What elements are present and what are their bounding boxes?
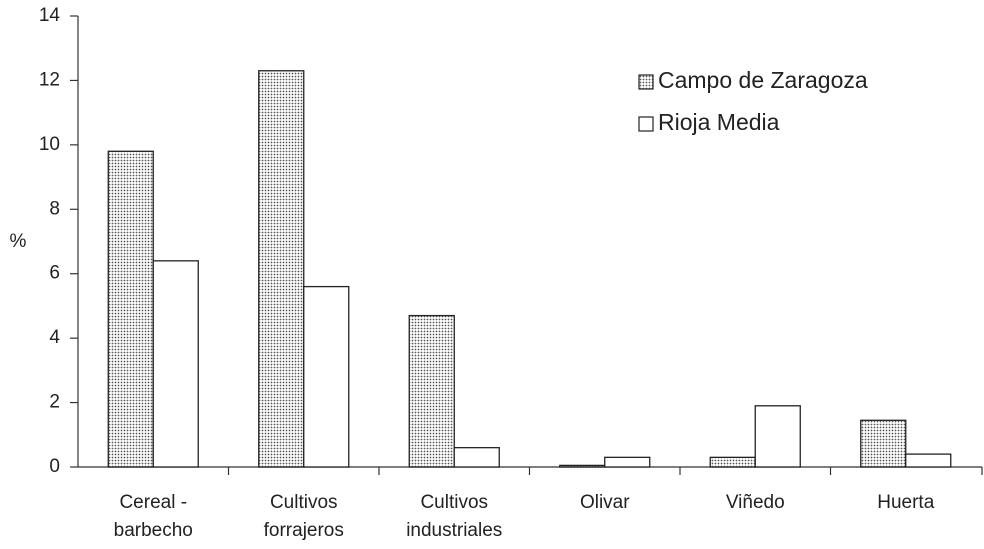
bar	[754, 405, 801, 468]
y-tick-label: 14	[39, 5, 61, 26]
bar	[152, 260, 199, 468]
bar	[709, 456, 756, 468]
legend-swatch	[638, 74, 654, 90]
y-axis-label: %	[10, 231, 27, 252]
y-tick-label: 10	[39, 134, 60, 155]
x-tick-label: barbecho	[114, 520, 193, 541]
x-tick-label: Cereal -	[119, 492, 187, 513]
legend-swatch	[638, 116, 654, 132]
bar	[303, 285, 350, 468]
x-tick-label: Cultivos	[420, 492, 488, 513]
y-tick-label: 0	[49, 456, 60, 477]
y-tick-label: 4	[49, 327, 60, 348]
bar	[453, 447, 500, 468]
x-tick-label: industriales	[406, 520, 502, 541]
x-tick-label: Huerta	[877, 492, 934, 513]
legend-label: Rioja Media	[658, 109, 780, 135]
x-tick-label: Olivar	[580, 492, 630, 513]
y-tick-label: 2	[49, 392, 60, 413]
x-tick-label: Cultivos	[270, 492, 338, 513]
x-tick-label: forrajeros	[264, 520, 344, 541]
bar	[905, 453, 952, 468]
legend-label: Campo de Zaragoza	[658, 67, 868, 93]
y-tick-label: 6	[49, 263, 60, 284]
bar	[408, 314, 455, 468]
x-tick-label: Viñedo	[726, 492, 785, 513]
bar	[860, 419, 907, 468]
bar	[604, 456, 651, 468]
y-tick-label: 12	[39, 69, 60, 90]
y-tick-label: 8	[49, 198, 60, 219]
bar	[107, 150, 154, 468]
bar	[258, 70, 305, 468]
bar	[559, 464, 606, 468]
